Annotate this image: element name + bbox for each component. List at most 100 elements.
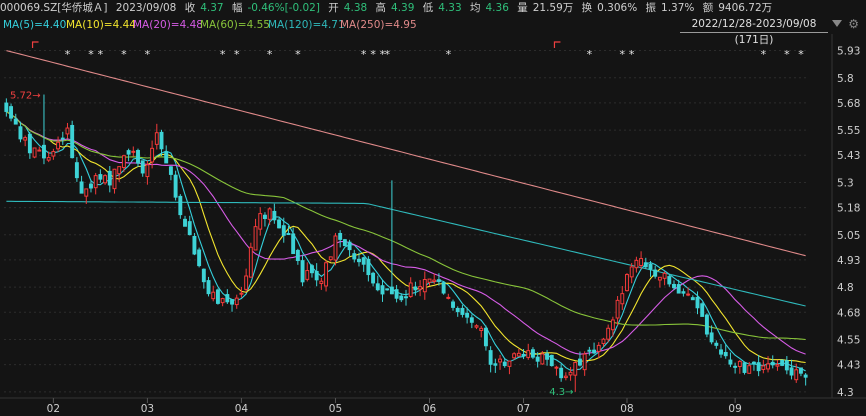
candle-body [526, 350, 531, 358]
candle-body [225, 294, 230, 303]
y-tick-label: 5.68 [837, 98, 860, 110]
candle-body [126, 150, 131, 155]
amplitude-label: 振 [645, 2, 657, 14]
candle-body [648, 263, 653, 270]
candle-body [56, 141, 61, 150]
event-star-marker: * [88, 48, 94, 61]
candle-body [596, 344, 601, 352]
candle-body [733, 365, 738, 368]
candle-body [498, 358, 502, 363]
candle-body [4, 102, 9, 112]
candle-body [432, 279, 437, 282]
candle-body [258, 213, 263, 230]
candle-body [563, 375, 568, 379]
event-star-marker: * [784, 48, 790, 61]
candle-body [168, 166, 173, 175]
x-tick-label: 03 [141, 403, 154, 415]
avg-label: 均 [470, 2, 481, 14]
candle-body [150, 147, 155, 163]
candle-body [375, 283, 380, 291]
y-tick-label: 5.43 [837, 150, 860, 162]
candle-body [766, 363, 770, 370]
avg-value: 4.36 [485, 2, 509, 14]
candle-body [657, 276, 662, 281]
candle-body [747, 365, 752, 374]
gear-icon[interactable]: ⚙ [848, 17, 859, 31]
y-tick-label: 5.93 [837, 46, 860, 58]
ma120-legend[interactable]: MA(120)=4.71 [268, 19, 345, 31]
candle-body [117, 166, 122, 175]
candle-body [328, 256, 333, 261]
event-star-marker: * [295, 48, 301, 61]
y-tick-label: 5.3 [837, 177, 854, 189]
candle-body [728, 359, 733, 365]
candle-body [756, 362, 761, 372]
candle-body [60, 137, 65, 140]
candle-body [314, 270, 319, 281]
candle-body [559, 367, 564, 379]
candle-body [455, 307, 460, 313]
candle-body [404, 296, 408, 299]
y-tick-label: 5.18 [837, 203, 860, 215]
candle-body [751, 361, 756, 364]
y-tick-label: 4.93 [837, 255, 860, 267]
ma60-legend[interactable]: MA(60)=4.55 [200, 19, 270, 31]
ma120-line [6, 200, 806, 307]
candle-body [634, 259, 639, 269]
candle-body [488, 350, 493, 365]
ma250-legend[interactable]: MA(250)=4.95 [340, 19, 417, 31]
candle-body [277, 219, 282, 229]
x-tick-label: 06 [423, 403, 437, 415]
close-value: 4.37 [200, 2, 224, 14]
candle-body [206, 280, 211, 295]
y-tick-label: 4.43 [837, 360, 860, 372]
event-star-marker: * [629, 48, 635, 61]
candle-body [601, 338, 606, 345]
candle-body [516, 352, 521, 357]
candle-body [502, 361, 507, 367]
date-range-selector[interactable]: 2022/12/28-2023/09/08 (171日) [680, 16, 828, 46]
candle-body [606, 327, 611, 340]
ma5-legend[interactable]: MA(5)=4.40 [3, 19, 67, 31]
ma250-line [6, 50, 806, 257]
candle-body [9, 106, 14, 119]
x-tick-label: 02 [47, 403, 60, 415]
quote-bar: 000069.SZ[华侨城Ａ] 2023/09/08 收 4.37 幅 -0.46%… [0, 0, 866, 16]
dropdown-triangle-icon[interactable] [832, 20, 842, 27]
change-value: -0.46%[-0.02] [247, 2, 320, 14]
period-low-label: 4.3→ [549, 387, 573, 398]
amount-label: 额 [702, 2, 714, 14]
candle-body [27, 133, 32, 154]
candle-body [723, 351, 728, 357]
ma10-legend[interactable]: MA(10)=4.44 [66, 19, 136, 31]
candle-body [65, 127, 70, 135]
candle-body [719, 349, 723, 355]
candle-body [803, 374, 808, 378]
turnover-label: 换 [581, 2, 593, 14]
candle-body [408, 282, 413, 297]
amount-value: 9406.72万 [718, 2, 773, 14]
candle-body [681, 291, 686, 294]
event-star-marker: * [121, 48, 127, 61]
candle-body [775, 364, 780, 367]
candle-body [324, 262, 329, 287]
candle-body [380, 285, 385, 295]
close-label: 收 [184, 2, 196, 14]
candle-body [244, 275, 249, 290]
candle-body [662, 272, 667, 279]
event-star-marker: * [234, 48, 240, 61]
ma-legend: MA(5)=4.40 MA(10)=4.44 MA(20)=4.48 MA(60… [0, 16, 866, 34]
y-tick-label: 5.55 [837, 125, 860, 137]
y-tick-label: 5.05 [837, 230, 860, 242]
candle-body [483, 327, 488, 347]
candle-body [281, 225, 286, 236]
ma20-legend[interactable]: MA(20)=4.48 [133, 19, 203, 31]
candle-body [422, 279, 427, 293]
event-star-marker: * [446, 48, 452, 61]
event-star-marker: * [361, 48, 367, 61]
low-value: 4.33 [438, 2, 462, 14]
stock-name[interactable]: 000069.SZ[华侨城Ａ] [0, 2, 108, 14]
candle-body [183, 218, 187, 227]
candle-body [248, 246, 253, 278]
